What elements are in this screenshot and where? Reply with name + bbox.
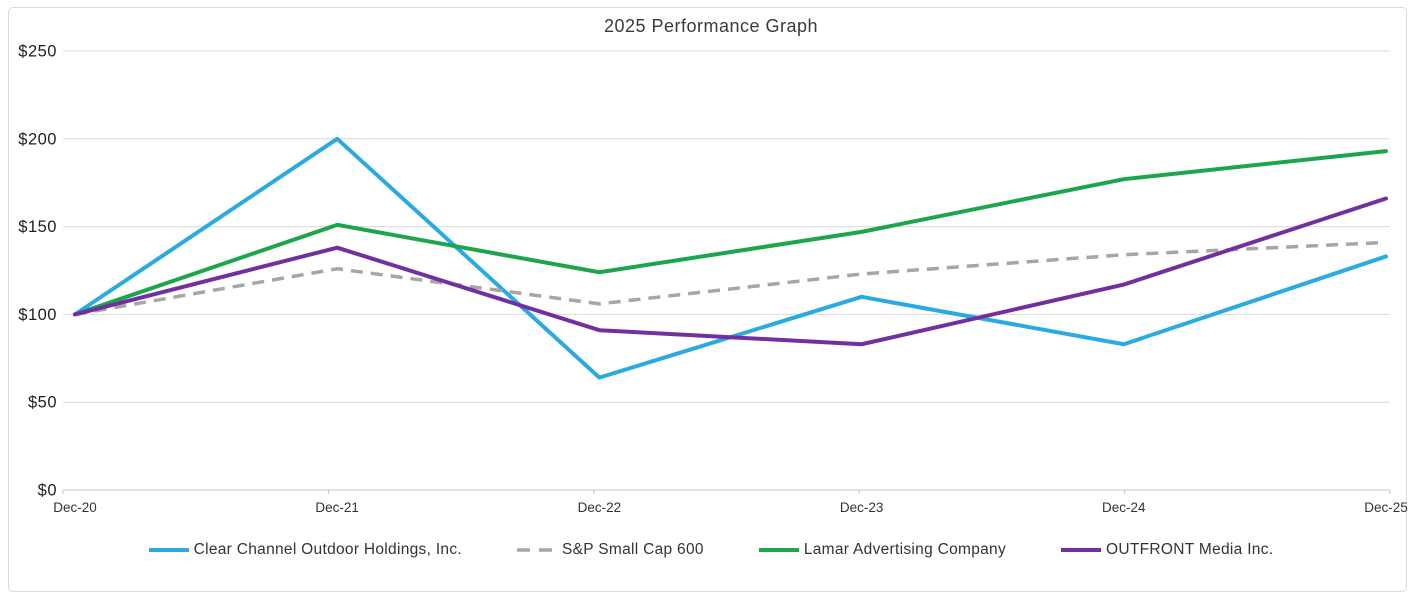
y-axis-tick-label: $0: [38, 482, 57, 500]
y-axis-tick-label: $150: [18, 218, 57, 236]
legend-item: Clear Channel Outdoor Holdings, Inc.: [148, 541, 463, 559]
x-axis-tick-label: Dec-21: [315, 500, 359, 515]
chart-container: [8, 7, 1407, 592]
x-axis-tick-label: Dec-25: [1364, 500, 1408, 515]
x-axis-tick-label: Dec-20: [53, 500, 97, 515]
series-line: [73, 196, 1388, 347]
x-axis-tick-label: Dec-24: [1102, 500, 1146, 515]
legend-label: S&P Small Cap 600: [562, 541, 704, 558]
legend-label: OUTFRONT Media Inc.: [1106, 541, 1274, 558]
y-axis-tick-label: $50: [28, 394, 57, 412]
y-axis-tick-label: $250: [18, 43, 57, 61]
legend-marker-line: [758, 548, 799, 552]
chart-title: 2025 Performance Graph: [603, 16, 819, 36]
legend-label: Clear Channel Outdoor Holdings, Inc.: [193, 541, 463, 558]
legend-label: Lamar Advertising Company: [803, 541, 1007, 558]
legend-marker-line: [148, 548, 189, 552]
legend-marker-line: [1061, 548, 1102, 552]
legend-item: S&P Small Cap 600: [517, 541, 704, 559]
y-axis-tick-label: $200: [18, 130, 57, 148]
x-axis-tick-label: Dec-22: [578, 500, 622, 515]
legend-item: OUTFRONT Media Inc.: [1061, 541, 1273, 559]
series-line: [73, 149, 1388, 317]
legend-item: Lamar Advertising Company: [758, 541, 1007, 559]
legend: Clear Channel Outdoor Holdings, Inc. S&P …: [0, 541, 1422, 559]
series-line: [74, 240, 1387, 317]
x-axis-tick-label: Dec-23: [840, 500, 884, 515]
series-line: [73, 136, 1388, 380]
legend-marker-line: [517, 548, 558, 552]
y-axis-tick-label: $100: [18, 306, 57, 324]
